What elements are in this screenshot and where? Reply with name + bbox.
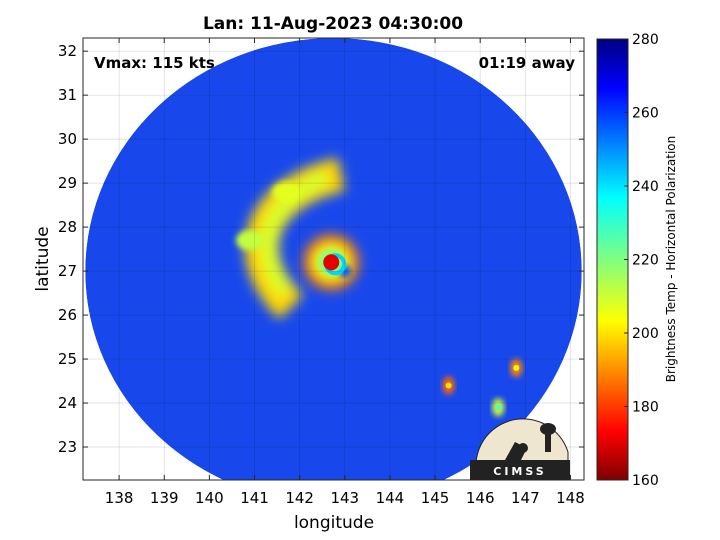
x-tick-label: 146 [466, 489, 495, 507]
logo-text: CIMSS [493, 465, 546, 478]
swath-disk [85, 38, 582, 480]
y-axis: 23 24 25 26 27 28 29 30 31 32 [58, 42, 584, 456]
colorbar-ticks: 160 180 200 220 240 260 280 [624, 32, 659, 489]
y-tick-label: 32 [58, 42, 77, 60]
y-tick-label: 24 [58, 394, 77, 412]
y-tick-label: 28 [58, 218, 77, 236]
x-tick-label: 138 [105, 489, 134, 507]
water-tower-icon [545, 430, 551, 452]
convection-core [513, 364, 520, 371]
x-axis-label: longitude [294, 513, 374, 533]
colorbar [596, 38, 629, 481]
vmax-annotation: Vmax: 115 kts [94, 54, 215, 72]
grid [83, 38, 584, 480]
colorbar-tick-label: 160 [632, 473, 659, 489]
x-tick-label: 140 [195, 489, 224, 507]
x-tick-label: 139 [150, 489, 179, 507]
rainband-core [259, 170, 330, 298]
colorbar-tick-label: 200 [632, 326, 659, 342]
convection-core [495, 404, 502, 411]
y-tick-label: 31 [58, 86, 77, 104]
eye [323, 254, 340, 271]
colorbar-tick-label: 240 [632, 179, 659, 195]
time-away-annotation: 01:19 away [479, 54, 576, 72]
x-axis: 138 139 140 141 142 143 144 145 146 147 148 [105, 38, 585, 507]
rainband-north [272, 181, 301, 202]
x-tick-label: 142 [285, 489, 314, 507]
y-tick-label: 23 [58, 438, 77, 456]
y-tick-label: 25 [58, 350, 77, 368]
rainband-west [236, 230, 264, 251]
cimss-logo: CIMSS [470, 418, 570, 481]
convection-core [445, 382, 452, 389]
colorbar-tick-label: 280 [632, 32, 659, 48]
x-tick-label: 148 [556, 489, 585, 507]
colorbar-label: Brightness Temp - Horizontal Polarizatio… [664, 136, 678, 383]
chart-title: Lan: 11-Aug-2023 04:30:00 [203, 14, 463, 34]
colorbar-tick-label: 260 [632, 106, 659, 122]
x-tick-label: 143 [330, 489, 359, 507]
y-axis-label: latitude [33, 226, 53, 291]
colorbar-tick-label: 220 [632, 253, 659, 269]
y-tick-label: 30 [58, 130, 77, 148]
axes-frame [82, 37, 585, 481]
y-tick-label: 27 [58, 262, 77, 280]
y-tick-label: 26 [58, 306, 77, 324]
x-tick-label: 145 [421, 489, 450, 507]
x-tick-label: 144 [376, 489, 405, 507]
y-tick-label: 29 [58, 174, 77, 192]
x-tick-label: 141 [240, 489, 269, 507]
colorbar-tick-label: 180 [632, 400, 659, 416]
x-tick-label: 147 [511, 489, 540, 507]
swath-image [85, 38, 582, 480]
